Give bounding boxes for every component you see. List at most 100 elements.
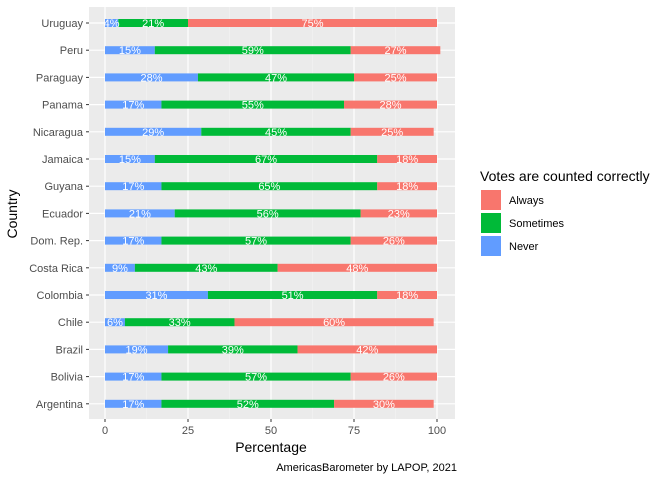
bar-data-label: 17% (122, 399, 144, 411)
y-tick-label: Brazil (55, 344, 83, 356)
bar-never (105, 209, 175, 218)
bar-sometimes (161, 399, 335, 408)
bar-never (105, 127, 202, 136)
y-axis-title: Country (4, 189, 20, 238)
bar-data-label: 21% (142, 18, 164, 30)
bar-always (350, 372, 437, 381)
bar-data-label: 28% (380, 100, 402, 112)
bar-data-label: 17% (122, 181, 144, 193)
bar-always (277, 263, 437, 272)
bar-data-label: 56% (257, 208, 279, 220)
bar-data-label: 9% (112, 263, 128, 275)
bar-sometimes (207, 291, 378, 299)
bar-never (105, 46, 155, 55)
bar-always (360, 209, 437, 218)
bar-never (105, 263, 135, 272)
bar-data-label: 48% (346, 263, 368, 275)
bar-sometimes (174, 209, 361, 218)
bar-data-label: 17% (122, 236, 144, 248)
bar-never (105, 291, 208, 299)
y-tick-label: Nicaragua (33, 127, 84, 139)
bar-data-label: 33% (169, 317, 191, 329)
legend-key-always (481, 190, 501, 210)
bar-data-label: 57% (245, 372, 267, 384)
bar-data-label: 26% (383, 236, 405, 248)
bar-data-label: 59% (242, 45, 264, 57)
bar-data-label: 42% (356, 344, 378, 356)
y-tick-label: Peru (60, 45, 83, 57)
bar-data-label: 28% (140, 72, 162, 84)
bar-always (350, 236, 437, 245)
bar-data-label: 31% (145, 290, 167, 302)
legend-label: Never (509, 241, 539, 253)
x-axis-title: Percentage (235, 439, 307, 455)
bar-data-label: 29% (142, 127, 164, 139)
bar-data-label: 25% (381, 127, 403, 139)
bar-never (105, 345, 169, 354)
bar-data-label: 27% (384, 45, 406, 57)
bar-never (105, 155, 155, 163)
y-tick-label: Dom. Rep. (30, 236, 83, 248)
bar-always (377, 155, 437, 163)
y-tick-label: Ecuador (42, 208, 83, 220)
legend-key-never (481, 236, 501, 256)
bar-data-label: 47% (265, 72, 287, 84)
bar-data-label: 67% (255, 154, 277, 166)
bar-data-label: 55% (242, 100, 264, 112)
y-tick-label: Paraguay (36, 72, 84, 84)
bar-sometimes (161, 372, 351, 381)
bar-data-label: 17% (122, 372, 144, 384)
bar-data-label: 4% (104, 18, 120, 30)
bar-data-label: 18% (396, 181, 418, 193)
bar-sometimes (161, 182, 378, 191)
bar-data-label: 25% (384, 72, 406, 84)
bar-data-label: 21% (129, 208, 151, 220)
y-tick-label: Argentina (36, 399, 84, 411)
bar-always (297, 345, 437, 354)
bar-never (105, 19, 119, 27)
bar-sometimes (161, 100, 345, 109)
bar-data-label: 51% (282, 290, 304, 302)
bar-data-label: 15% (119, 45, 141, 57)
bar-never (105, 236, 162, 245)
bar-data-label: 17% (122, 100, 144, 112)
bar-data-label: 18% (396, 154, 418, 166)
legend-key-sometimes (481, 213, 501, 233)
bar-data-label: 65% (258, 181, 280, 193)
bar-never (105, 100, 162, 109)
bar-data-label: 75% (301, 18, 323, 30)
bar-always (334, 399, 434, 408)
bar-data-label: 39% (222, 344, 244, 356)
bar-always (350, 46, 441, 55)
x-tick-label: 0 (102, 425, 108, 437)
bar-data-label: 30% (373, 399, 395, 411)
bar-always (377, 291, 437, 299)
bar-data-label: 18% (396, 290, 418, 302)
bar-never (105, 318, 125, 327)
y-tick-label: Bolivia (51, 372, 84, 384)
x-tick-label: 25 (182, 425, 194, 437)
bar-sometimes (124, 318, 235, 327)
bar-data-label: 23% (388, 208, 410, 220)
bar-data-label: 6% (107, 317, 123, 329)
bar-data-label: 26% (383, 372, 405, 384)
bar-sometimes (154, 155, 378, 163)
bar-always (234, 318, 434, 327)
bar-always (354, 73, 437, 82)
bar-data-label: 43% (195, 263, 217, 275)
bar-sometimes (197, 73, 354, 82)
bar-data-label: 57% (245, 236, 267, 248)
bar-never (105, 73, 198, 82)
chart-caption: AmericasBarometer by LAPOP, 2021 (276, 462, 457, 474)
bar-data-label: 15% (119, 154, 141, 166)
bar-always (377, 182, 437, 191)
bar-sometimes (161, 236, 351, 245)
bars (105, 19, 441, 408)
legend-label: Always (509, 195, 544, 207)
legend-items: Always Sometimes Never (481, 190, 565, 256)
bar-never (105, 182, 162, 191)
y-tick-label: Jamaica (42, 154, 84, 166)
y-tick-label: Guyana (44, 181, 83, 193)
y-tick-label: Colombia (37, 290, 84, 302)
bar-sometimes (134, 263, 278, 272)
